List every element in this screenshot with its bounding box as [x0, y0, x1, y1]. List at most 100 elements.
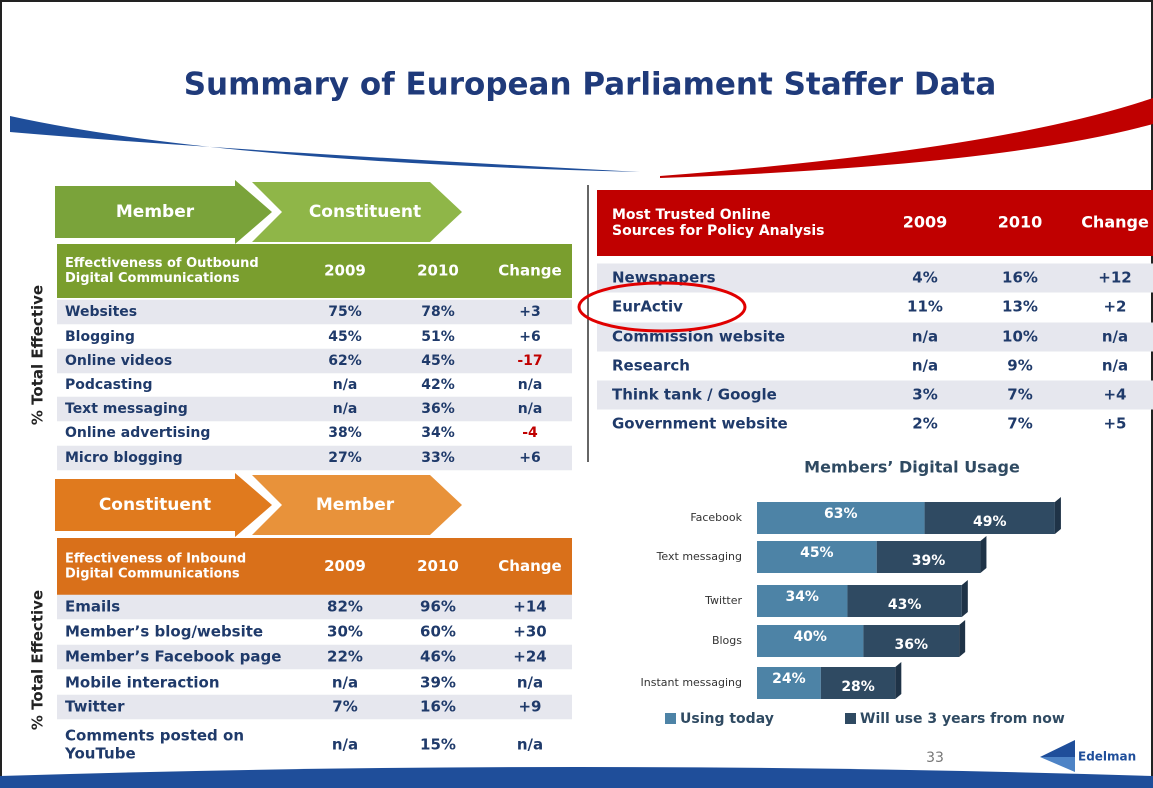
cell: +30 — [513, 623, 546, 641]
row-label: Think tank / Google — [612, 386, 777, 404]
header-cell: Sources for Policy Analysis — [612, 223, 824, 239]
chevron — [252, 182, 462, 242]
bar-side — [1054, 497, 1061, 534]
cell: -17 — [517, 353, 542, 369]
swoosh-red — [660, 98, 1153, 178]
header-cell: 2009 — [324, 557, 366, 575]
header-cell: Digital Communications — [65, 566, 240, 581]
cell: 45% — [421, 353, 455, 369]
row-band — [57, 445, 572, 471]
arrow-label: Member — [316, 495, 395, 515]
cell: 16% — [420, 698, 456, 716]
cell: 15% — [420, 736, 456, 754]
bar-segment — [757, 667, 821, 699]
cell: n/a — [518, 401, 543, 417]
header-cell: 2009 — [324, 262, 366, 280]
arrow-label: Constituent — [99, 495, 211, 515]
chevron — [252, 475, 462, 535]
row-label: Government website — [612, 415, 788, 433]
cell: +2 — [1103, 298, 1126, 316]
cell: n/a — [912, 357, 938, 375]
cell: 3% — [912, 386, 937, 404]
row-band — [597, 322, 1153, 352]
row-band — [597, 263, 1153, 293]
row-label: Text messaging — [65, 401, 188, 417]
cell: +5 — [1103, 415, 1126, 433]
cell: 96% — [420, 598, 456, 616]
category-label: Facebook — [690, 511, 742, 524]
cell: -4 — [522, 425, 538, 441]
cell: 62% — [328, 353, 362, 369]
bar-label: 40% — [793, 629, 827, 645]
axis-label: % Total Effective — [29, 590, 47, 730]
bar-label: 36% — [895, 637, 929, 653]
bar-segment — [757, 502, 925, 534]
category-label: Blogs — [712, 634, 742, 647]
cell: n/a — [333, 401, 358, 417]
cell: +6 — [519, 329, 540, 345]
row-label: Member’s Facebook page — [65, 648, 281, 666]
legend-label: Using today — [680, 711, 774, 727]
row-label: Newspapers — [612, 269, 716, 287]
cell: 11% — [907, 298, 943, 316]
cell: 27% — [328, 450, 362, 466]
cell: 7% — [1007, 415, 1032, 433]
row-label: Websites — [65, 304, 137, 320]
row-label: Micro blogging — [65, 450, 183, 466]
row-label: Emails — [65, 598, 120, 616]
axis-label: % Total Effective — [29, 285, 47, 425]
row-label: Online videos — [65, 353, 172, 369]
bar-label: 34% — [785, 589, 819, 605]
row-band — [57, 299, 572, 325]
arrow-label: Member — [116, 202, 195, 222]
row-band — [57, 644, 572, 670]
cell: 78% — [421, 304, 455, 320]
cell: +14 — [513, 598, 546, 616]
bar-label: 49% — [973, 514, 1007, 530]
cell: 30% — [327, 623, 363, 641]
table-header — [597, 190, 1153, 256]
bar-side — [961, 580, 968, 617]
bar-segment — [847, 585, 962, 617]
cell: n/a — [1102, 357, 1128, 375]
bar-label: 28% — [841, 679, 875, 695]
cell: +4 — [1103, 386, 1126, 404]
row-band — [57, 694, 572, 720]
header-cell: Effectiveness of Inbound — [65, 552, 246, 567]
cell: 4% — [912, 269, 937, 287]
bar-label: 39% — [912, 553, 946, 569]
header-cell: 2009 — [903, 213, 948, 232]
row-label: EurActiv — [612, 298, 683, 316]
swoosh-bottom — [0, 767, 1153, 788]
cell: 7% — [1007, 386, 1032, 404]
category-label: Text messaging — [656, 550, 742, 563]
cell: 33% — [421, 450, 455, 466]
header-cell: 2010 — [998, 213, 1043, 232]
row-band — [57, 348, 572, 374]
category-label: Instant messaging — [641, 676, 742, 689]
header-cell: Change — [498, 262, 561, 280]
row-label: Research — [612, 357, 690, 375]
bar-segment — [757, 625, 864, 657]
cell: 82% — [327, 598, 363, 616]
bar-label: 63% — [824, 506, 858, 522]
legend-swatch — [845, 713, 856, 724]
row-band — [57, 594, 572, 620]
table-header — [57, 244, 572, 298]
arrow — [55, 473, 272, 537]
row-band — [597, 380, 1153, 410]
cell: 51% — [421, 329, 455, 345]
page-number: 33 — [926, 750, 944, 766]
cell: +3 — [519, 304, 540, 320]
cell: 13% — [1002, 298, 1038, 316]
row-label: YouTube — [64, 745, 136, 763]
bar-label: 43% — [888, 597, 922, 613]
highlight-circle — [577, 281, 747, 333]
chart-title: Members’ Digital Usage — [804, 458, 1020, 477]
cell: +12 — [1098, 269, 1131, 287]
cell: 7% — [332, 698, 357, 716]
bar-label: 24% — [772, 671, 806, 687]
cell: 39% — [420, 674, 456, 692]
logo-mark — [1040, 740, 1075, 757]
